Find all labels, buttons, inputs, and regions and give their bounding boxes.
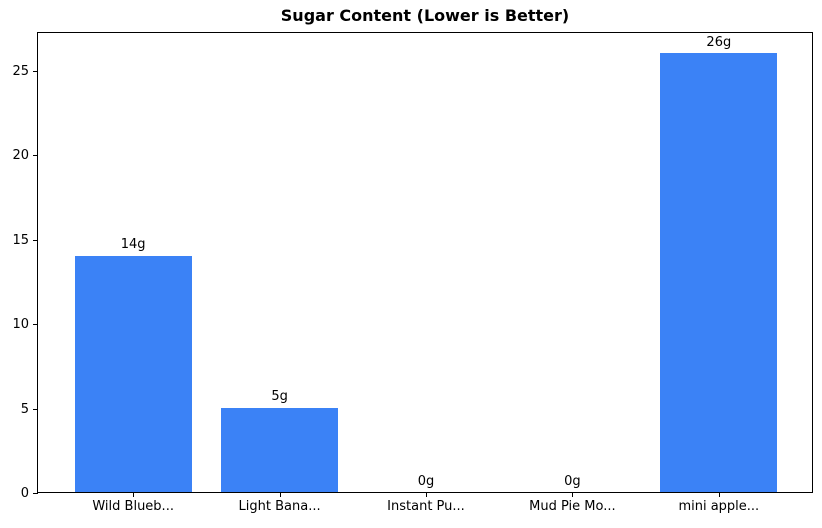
x-tick-label: Instant Pu... [387, 499, 465, 514]
bar-value-label: 14g [120, 237, 146, 253]
x-tick-label: Wild Blueb... [92, 499, 174, 514]
y-tick-mark [33, 155, 38, 157]
y-tick-mark [33, 70, 38, 72]
y-tick-label: 25 [12, 63, 29, 79]
y-tick-mark [33, 408, 38, 410]
x-tick-mark [718, 492, 720, 497]
x-tick-label: Light Bana... [238, 499, 321, 514]
y-tick-label: 0 [20, 486, 29, 501]
bar [74, 255, 192, 492]
y-tick-mark [33, 493, 38, 494]
plot-area: 0 5 10 15 20 25 14g Wild Blueb... 5g Light Bana..… [12, 32, 813, 513]
bar-value-label: 26g [706, 34, 732, 50]
bar [221, 407, 339, 492]
x-tick-mark [572, 492, 574, 497]
y-tick-mark [33, 324, 38, 326]
y-tick-label: 10 [12, 317, 29, 333]
x-tick-mark [279, 492, 281, 497]
x-tick-label: Mud Pie Mo... [529, 499, 616, 514]
chart-title: Sugar Content (Lower is Better) [280, 6, 570, 25]
x-tick-mark [426, 492, 427, 497]
bar [660, 52, 778, 492]
y-tick-label: 15 [12, 232, 29, 248]
y-tick-label: 20 [12, 148, 29, 164]
x-tick-label: mini apple... [678, 499, 760, 514]
bar-value-label: 5g [271, 389, 288, 405]
bar-value-label: 0g [417, 473, 435, 489]
y-tick-label: 5 [20, 401, 29, 417]
x-tick-mark [133, 492, 135, 497]
y-tick-mark [33, 239, 38, 241]
bar-value-label: 0g [564, 473, 581, 489]
